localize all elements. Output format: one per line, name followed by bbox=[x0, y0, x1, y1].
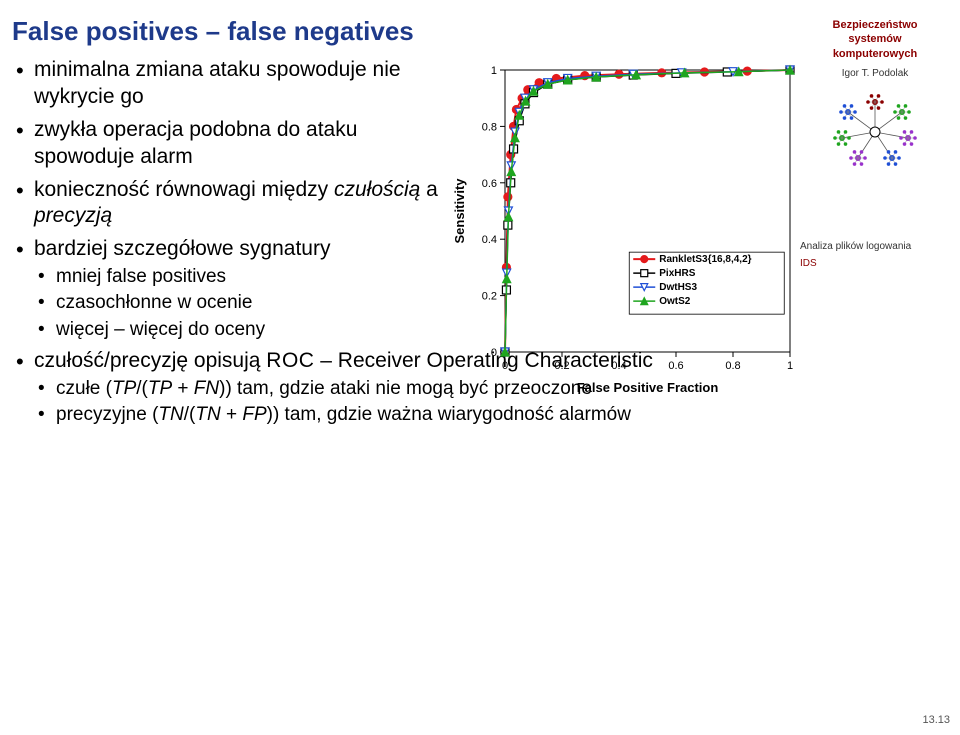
course-line-2: systemów bbox=[800, 32, 950, 46]
b5s1d: TP bbox=[148, 378, 172, 399]
b5s2d: TN bbox=[195, 404, 220, 425]
b5s1a: czułe ( bbox=[56, 378, 112, 399]
svg-text:0: 0 bbox=[491, 347, 497, 359]
svg-text:Sensitivity: Sensitivity bbox=[452, 178, 467, 244]
svg-text:0.2: 0.2 bbox=[482, 291, 497, 303]
bullet-4-text: bardziej szczegółowe sygnatury bbox=[34, 237, 330, 260]
b5s2a: precyzyjne ( bbox=[56, 404, 158, 425]
svg-text:0.4: 0.4 bbox=[611, 360, 626, 372]
bullet-4s2-text: czasochłonne w ocenie bbox=[56, 292, 252, 313]
svg-text:1: 1 bbox=[787, 360, 793, 372]
course-title: Bezpieczeństwo systemów komputerowych bbox=[800, 18, 950, 61]
bullet-list: minimalna zmiana ataku spowoduje nie wyk… bbox=[12, 57, 442, 428]
svg-text:DwtHS3: DwtHS3 bbox=[659, 282, 697, 293]
page-number: 13.13 bbox=[922, 713, 950, 727]
sidebar: Bezpieczeństwo systemów komputerowych Ig… bbox=[796, 0, 960, 735]
bullet-3d: precyzją bbox=[34, 204, 112, 227]
author: Igor T. Podolak bbox=[800, 67, 950, 80]
bullet-4s2: czasochłonne w ocenie bbox=[34, 291, 442, 315]
svg-text:0.8: 0.8 bbox=[725, 360, 740, 372]
bullet-3c: a bbox=[420, 178, 438, 201]
bullet-1-text: minimalna zmiana ataku spowoduje nie wyk… bbox=[34, 58, 401, 108]
b5s1e: + bbox=[172, 378, 194, 399]
bullet-4: bardziej szczegółowe sygnatury mniej fal… bbox=[12, 236, 442, 342]
svg-text:OwtS2: OwtS2 bbox=[659, 296, 691, 307]
roc-chart: 00 0.2 0.2 0.4 0.4 0.6 0.6 0.8 0.8 1 1 False Positi… bbox=[450, 60, 800, 400]
bullet-5b: ROC bbox=[266, 349, 314, 372]
svg-text:False Positive Fraction: False Positive Fraction bbox=[577, 380, 719, 395]
course-line-3: komputerowych bbox=[800, 47, 950, 61]
bullet-3a: konieczność równowagi między bbox=[34, 178, 334, 201]
b5s2f: FP bbox=[242, 404, 266, 425]
svg-text:0: 0 bbox=[502, 360, 508, 372]
b5s1f: FN bbox=[194, 378, 219, 399]
topic-1: Analiza plików logowania bbox=[800, 240, 950, 253]
b5s2c: /( bbox=[184, 404, 196, 425]
bullet-4s1: mniej false positives bbox=[34, 265, 442, 289]
bullet-5s2: precyzyjne (TN/(TN + FP)) tam, gdzie waż… bbox=[34, 403, 794, 427]
bullet-5a: czułość/precyzję opisują bbox=[34, 349, 266, 372]
b5s2b: TN bbox=[158, 404, 183, 425]
slide-title: False positives – false negatives bbox=[12, 16, 786, 47]
network-logo-icon bbox=[830, 90, 920, 170]
topic-2: IDS bbox=[800, 257, 950, 270]
bullet-2-text: zwykła operacja podobna do ataku spowodu… bbox=[34, 118, 357, 168]
svg-text:PixHRS: PixHRS bbox=[659, 268, 695, 279]
bullet-4s1-text: mniej false positives bbox=[56, 266, 226, 287]
svg-text:0.8: 0.8 bbox=[482, 121, 497, 133]
svg-text:0.2: 0.2 bbox=[554, 360, 569, 372]
svg-text:1: 1 bbox=[491, 65, 497, 77]
b5s2g: )) tam, gdzie ważna wiarygodność alarmów bbox=[267, 404, 631, 425]
bullet-4s3: więcej – więcej do oceny bbox=[34, 318, 442, 342]
course-line-1: Bezpieczeństwo bbox=[800, 18, 950, 32]
bullet-3: konieczność równowagi między czułością a… bbox=[12, 177, 442, 231]
bullet-1: minimalna zmiana ataku spowoduje nie wyk… bbox=[12, 57, 442, 111]
bullet-2: zwykła operacja podobna do ataku spowodu… bbox=[12, 117, 442, 171]
bullet-3b: czułością bbox=[334, 178, 420, 201]
b5s1c: /( bbox=[136, 378, 148, 399]
bullet-4s3-text: więcej – więcej do oceny bbox=[56, 319, 265, 340]
svg-text:0.6: 0.6 bbox=[668, 360, 683, 372]
svg-text:0.6: 0.6 bbox=[482, 178, 497, 190]
svg-text:RankletS3{16,8,4,2}: RankletS3{16,8,4,2} bbox=[659, 254, 751, 265]
b5s2e: + bbox=[221, 404, 243, 425]
b5s1b: TP bbox=[112, 378, 136, 399]
svg-text:0.4: 0.4 bbox=[482, 234, 497, 246]
